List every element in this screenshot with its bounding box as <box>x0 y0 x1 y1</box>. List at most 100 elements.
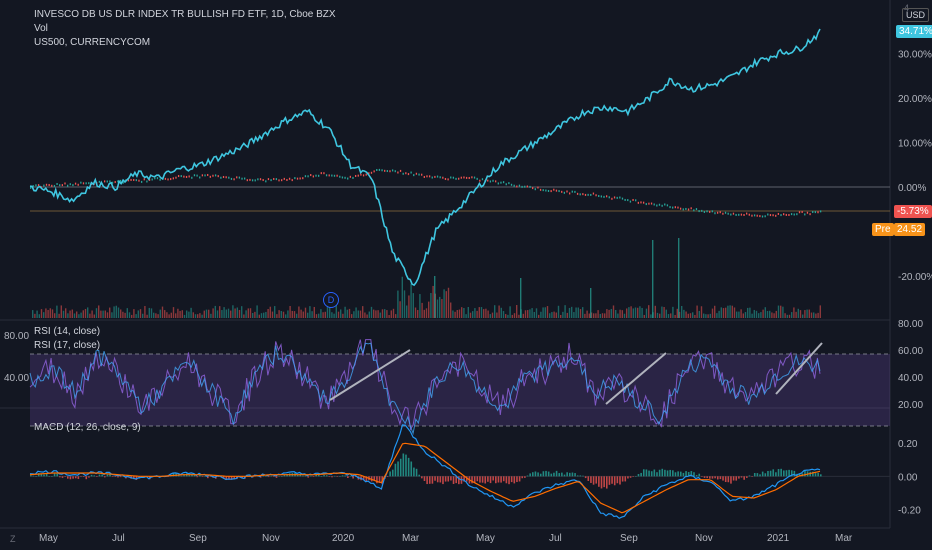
macd-histogram-bar <box>817 472 819 477</box>
volume-bar <box>111 312 113 318</box>
macd-histogram-bar <box>407 457 410 477</box>
volume-bar <box>718 310 720 318</box>
vol-label[interactable]: Vol <box>34 23 48 34</box>
macd-histogram-bar <box>571 472 574 477</box>
macd-histogram-bar <box>740 476 743 478</box>
uup-candle <box>66 184 69 187</box>
macd-histogram-bar <box>687 472 690 477</box>
uup-candle <box>236 176 238 179</box>
uup-candle <box>151 178 153 181</box>
uup-candle <box>460 176 462 179</box>
macd-histogram-bar <box>265 476 267 477</box>
volume-bar <box>192 312 194 318</box>
time-label: Jul <box>112 533 125 544</box>
macd-histogram-bar <box>550 473 553 477</box>
compare-label[interactable]: US500, CURRENCYCOM <box>34 37 151 48</box>
macd-histogram-bar <box>500 476 502 483</box>
macd-histogram-bar <box>489 476 492 484</box>
volume-bar <box>186 310 188 318</box>
uup-candle <box>209 175 211 178</box>
volume-bar <box>436 299 439 318</box>
uup-candle <box>711 210 713 213</box>
uup-candle <box>111 181 114 184</box>
volume-bar <box>465 314 467 318</box>
macd-histogram-bar <box>389 471 391 477</box>
macd-histogram-bar <box>495 476 497 484</box>
macd-histogram-bar <box>769 470 772 477</box>
volume-bar <box>232 305 234 318</box>
macd-histogram-bar <box>344 475 347 477</box>
volume-bar <box>78 314 80 318</box>
volume-bar <box>637 307 639 318</box>
volume-bar <box>190 307 192 318</box>
uup-candle <box>555 189 558 192</box>
macd-histogram-bar <box>241 476 243 479</box>
uup-candle <box>291 179 293 182</box>
volume-bar <box>175 313 177 318</box>
rsi-right-tick: 60.00 <box>898 346 923 357</box>
uup-candle <box>148 178 151 181</box>
volume-bar <box>443 289 445 318</box>
volume-bar <box>500 307 502 318</box>
uup-candle <box>273 177 275 180</box>
rsi-title[interactable]: RSI (14, close) <box>34 326 101 337</box>
uup-candle <box>685 207 687 210</box>
volume-bar <box>265 311 267 318</box>
zoom-icon[interactable]: Z <box>10 534 16 544</box>
volume-bar <box>159 309 161 318</box>
volume-bar <box>463 307 465 318</box>
uup-candle <box>698 210 700 213</box>
macd-histogram-bar <box>553 472 555 477</box>
uup-candle <box>677 206 679 209</box>
volume-bar <box>502 311 505 318</box>
currency-badge[interactable]: USD <box>902 8 930 22</box>
volume-bar <box>634 307 637 318</box>
uup-candle <box>175 176 177 179</box>
macd-histogram-bar <box>735 476 738 481</box>
uup-candle <box>798 211 801 214</box>
uup-candle <box>812 210 814 213</box>
macd-histogram-bar <box>317 474 320 477</box>
macd-histogram-bar <box>53 473 56 477</box>
volume-bar <box>621 310 623 318</box>
uup-candle <box>191 176 193 179</box>
volume-bar <box>34 313 36 318</box>
volume-bar <box>599 313 601 318</box>
uup-candle <box>262 179 264 182</box>
volume-bar <box>197 314 199 318</box>
volume-bar <box>168 314 170 318</box>
uup-candle <box>428 175 431 178</box>
symbol-title[interactable]: INVESCO DB US DLR INDEX TR BULLISH FD ET… <box>34 9 336 20</box>
uup-candle <box>376 169 378 172</box>
volume-bar <box>819 305 821 318</box>
uup-candle <box>431 176 433 179</box>
macd-histogram-bar <box>484 476 487 484</box>
macd-histogram-bar <box>561 472 563 477</box>
volume-bar <box>40 309 43 318</box>
macd-histogram-bar <box>259 476 262 478</box>
macd-histogram-bar <box>320 476 323 477</box>
volume-bar <box>632 308 634 318</box>
uup-candle <box>709 210 711 213</box>
macd-histogram-bar <box>629 476 632 478</box>
macd-title[interactable]: MACD (12, 26, close, 9) <box>34 422 141 433</box>
uup-candle <box>814 211 817 214</box>
macd-histogram-bar <box>32 475 35 477</box>
uup-candle <box>621 197 624 200</box>
macd-histogram-bar <box>64 476 66 477</box>
macd-histogram-bar <box>72 476 74 479</box>
uup-candle <box>138 179 140 182</box>
uup-candle <box>222 175 225 178</box>
dividend-marker-icon[interactable]: D <box>323 292 339 308</box>
uup-candle <box>674 206 676 209</box>
volume-bar <box>760 312 762 318</box>
macd-histogram-bar <box>201 476 204 477</box>
rsi-title-2[interactable]: RSI (17, close) <box>34 340 101 351</box>
volume-bar <box>582 307 584 318</box>
volume-bar <box>309 306 311 318</box>
uup-candle <box>568 192 571 195</box>
macd-histogram-bar <box>698 473 701 477</box>
volume-bar <box>615 309 617 318</box>
uup-candle <box>661 204 663 207</box>
